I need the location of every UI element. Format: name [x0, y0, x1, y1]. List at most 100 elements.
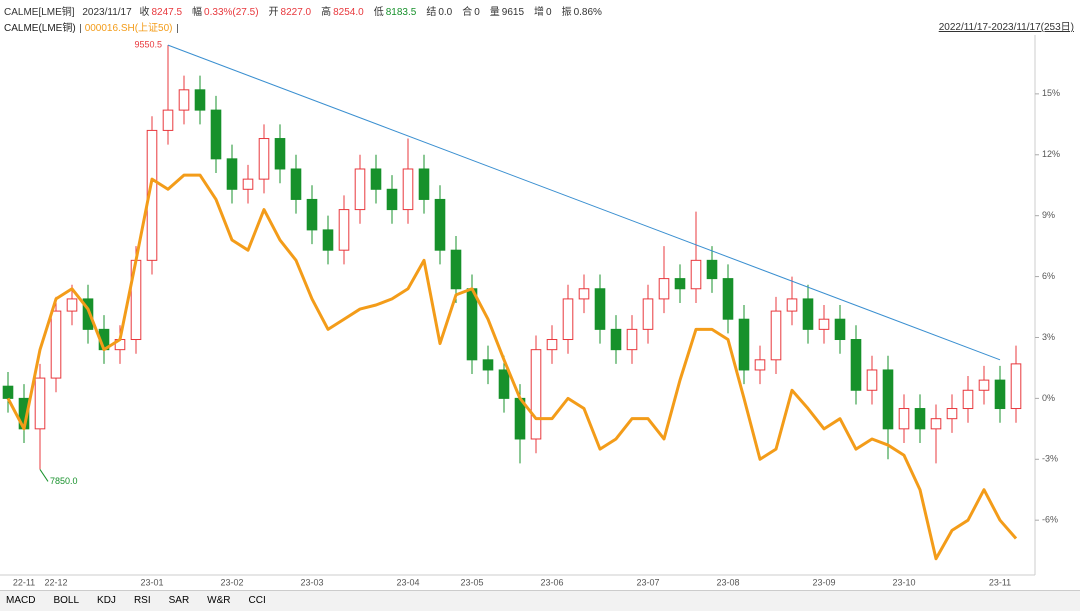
y-tick-label: 9% — [1042, 210, 1055, 220]
x-tick-label: 23-09 — [812, 577, 835, 587]
field-value: 0.33%(27.5) — [204, 7, 259, 18]
tab[interactable]: KDJ — [97, 595, 116, 606]
candle-body — [66, 298, 78, 312]
tab[interactable]: RSI — [133, 595, 151, 606]
candle-body — [898, 408, 910, 430]
candle-body — [658, 278, 670, 300]
candle-body — [402, 168, 414, 211]
candle-body — [946, 408, 958, 420]
y-tick-label: -6% — [1042, 515, 1058, 525]
candle-body — [642, 298, 654, 330]
candle-body — [2, 385, 14, 399]
candle-body — [962, 389, 974, 410]
candle-body — [386, 188, 398, 211]
field-value: 0.0 — [438, 7, 453, 18]
field-value: 8247.5 — [151, 7, 183, 18]
y-tick-label: 15% — [1042, 88, 1060, 98]
x-tick-label: 22-12 — [44, 577, 67, 587]
candle-body — [450, 249, 462, 290]
quote-field: 幅 0.33%(27.5) — [192, 7, 263, 18]
quote-field: 结 0.0 — [426, 7, 457, 18]
candle-body — [834, 318, 846, 341]
field-value: 8254.0 — [333, 7, 364, 18]
candle-body — [722, 278, 734, 320]
field-label: 幅 — [192, 7, 203, 18]
x-tick-label: 23-04 — [396, 577, 419, 587]
candle-body — [786, 298, 798, 312]
field-value: 8227.0 — [280, 7, 312, 18]
candle-body — [546, 339, 558, 351]
price-annotation: 9550.5 — [134, 40, 162, 50]
candle-body — [162, 109, 174, 131]
candle-body — [754, 359, 766, 371]
candle-body — [354, 168, 366, 211]
field-label: 高 — [321, 7, 332, 18]
candle-body — [82, 298, 94, 330]
candle-body — [738, 318, 750, 371]
candle-body — [866, 369, 878, 391]
candle-body — [482, 359, 494, 371]
candle-body — [274, 138, 286, 170]
field-label: 收 — [139, 7, 150, 18]
tab[interactable]: SAR — [168, 595, 190, 606]
legend-separator — [79, 23, 81, 33]
candle-body — [178, 89, 190, 111]
candle-body — [210, 109, 222, 160]
candle-body — [578, 288, 590, 300]
field-label: 振 — [561, 7, 572, 18]
candle-body — [674, 278, 686, 290]
field-value: 0.86% — [573, 7, 602, 18]
candle-body — [290, 168, 302, 200]
quote-field: 高 8254.0 — [321, 7, 369, 18]
tab[interactable]: MACD — [6, 595, 36, 606]
candle-body — [258, 138, 270, 180]
field-label: 量 — [489, 7, 500, 18]
symbol: CALME[LME铜] — [4, 7, 75, 18]
candle-body — [466, 288, 478, 361]
x-tick-label: 23-11 — [989, 577, 1011, 587]
price-annotation: 7850.0 — [50, 476, 78, 486]
candle-body — [434, 198, 446, 251]
candle-body — [338, 209, 350, 251]
candle-body — [146, 129, 158, 261]
candle-body — [594, 288, 606, 330]
quote-field: 振 0.86% — [562, 7, 607, 18]
candle-body — [242, 178, 254, 190]
range-label[interactable]: 2022/11/17-2023/11/17(253日) — [938, 22, 1074, 33]
candle-body — [1010, 363, 1022, 410]
field-label: 结 — [426, 7, 437, 18]
tab[interactable]: W&R — [207, 595, 231, 606]
x-tick-label: 23-10 — [892, 577, 915, 587]
y-tick-label: 12% — [1042, 149, 1060, 159]
x-tick-label: 23-06 — [540, 577, 563, 587]
field-value: 9615 — [501, 7, 525, 18]
quote-header: CALME[LME铜] 2023/11/17 收 8247.5 幅 0.33%(27.… — [4, 3, 612, 18]
tab[interactable]: BOLL — [53, 595, 80, 606]
date: 2023/11/17 — [82, 7, 132, 18]
legend-separator — [176, 23, 178, 33]
candle-body — [706, 259, 718, 280]
quote-field: 开 8227.0 — [269, 7, 317, 18]
candle-body — [994, 379, 1006, 410]
chart: -6% -3% 0% 3% 6% 9% 12% 15% 22-11 22-12 23-01 23-02… — [0, 35, 1060, 587]
field-value: 8183.5 — [385, 7, 417, 18]
candle-body — [562, 298, 574, 341]
candle-body — [418, 168, 430, 200]
x-tick-label: 23-02 — [220, 577, 243, 587]
trend-line — [167, 44, 1001, 361]
field-value: 0 — [474, 7, 480, 18]
field-value: 0 — [546, 7, 552, 18]
x-tick-label: 23-07 — [636, 577, 659, 587]
candle-body — [370, 168, 382, 190]
candle-body — [226, 158, 238, 190]
candle-body — [498, 369, 510, 399]
candle-body — [194, 89, 206, 111]
tab[interactable]: CCI — [248, 595, 266, 606]
x-tick-label: 23-01 — [140, 577, 163, 587]
candle-body — [882, 369, 894, 430]
line-series — [6, 173, 1018, 561]
candle-body — [914, 408, 926, 430]
